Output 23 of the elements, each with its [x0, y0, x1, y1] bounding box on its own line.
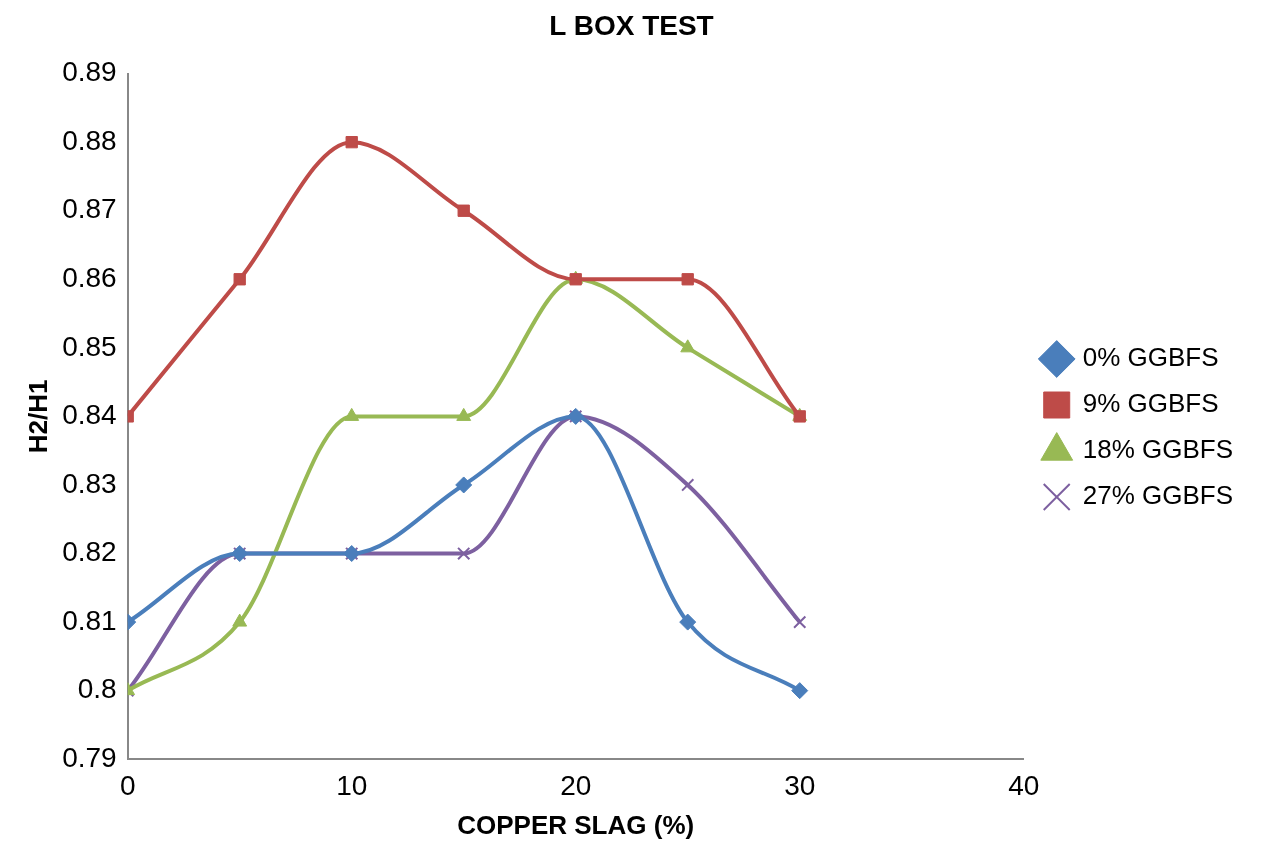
y-tick-label: 0.79	[62, 741, 117, 773]
legend-label: 27% GGBFS	[1082, 480, 1234, 511]
y-tick-label: 0.82	[62, 536, 117, 568]
y-axis-title: H2/H1	[22, 379, 53, 454]
x-axis-title: COPPER SLAG (%)	[457, 809, 695, 840]
y-tick-label: 0.88	[62, 124, 117, 156]
y-tick-label: 0.89	[62, 56, 117, 88]
x-tick-label: 0	[119, 769, 136, 801]
y-tick-label: 0.8	[77, 673, 117, 705]
y-tick-label: 0.83	[62, 467, 117, 499]
legend-label: 18% GGBFS	[1082, 434, 1234, 465]
legend-label: 9% GGBFS	[1082, 388, 1219, 419]
chart-title: L BOX TEST	[549, 9, 714, 41]
y-tick-label: 0.81	[62, 604, 117, 636]
x-tick-label: 10	[336, 769, 368, 801]
y-tick-label: 0.84	[62, 399, 117, 431]
x-tick-label: 40	[1008, 769, 1040, 801]
legend-label: 0% GGBFS	[1082, 342, 1219, 373]
x-tick-label: 30	[784, 769, 816, 801]
y-tick-label: 0.86	[62, 262, 117, 293]
x-tick-label: 20	[560, 769, 592, 801]
y-tick-label: 0.85	[62, 330, 117, 362]
y-tick-label: 0.87	[62, 193, 117, 225]
